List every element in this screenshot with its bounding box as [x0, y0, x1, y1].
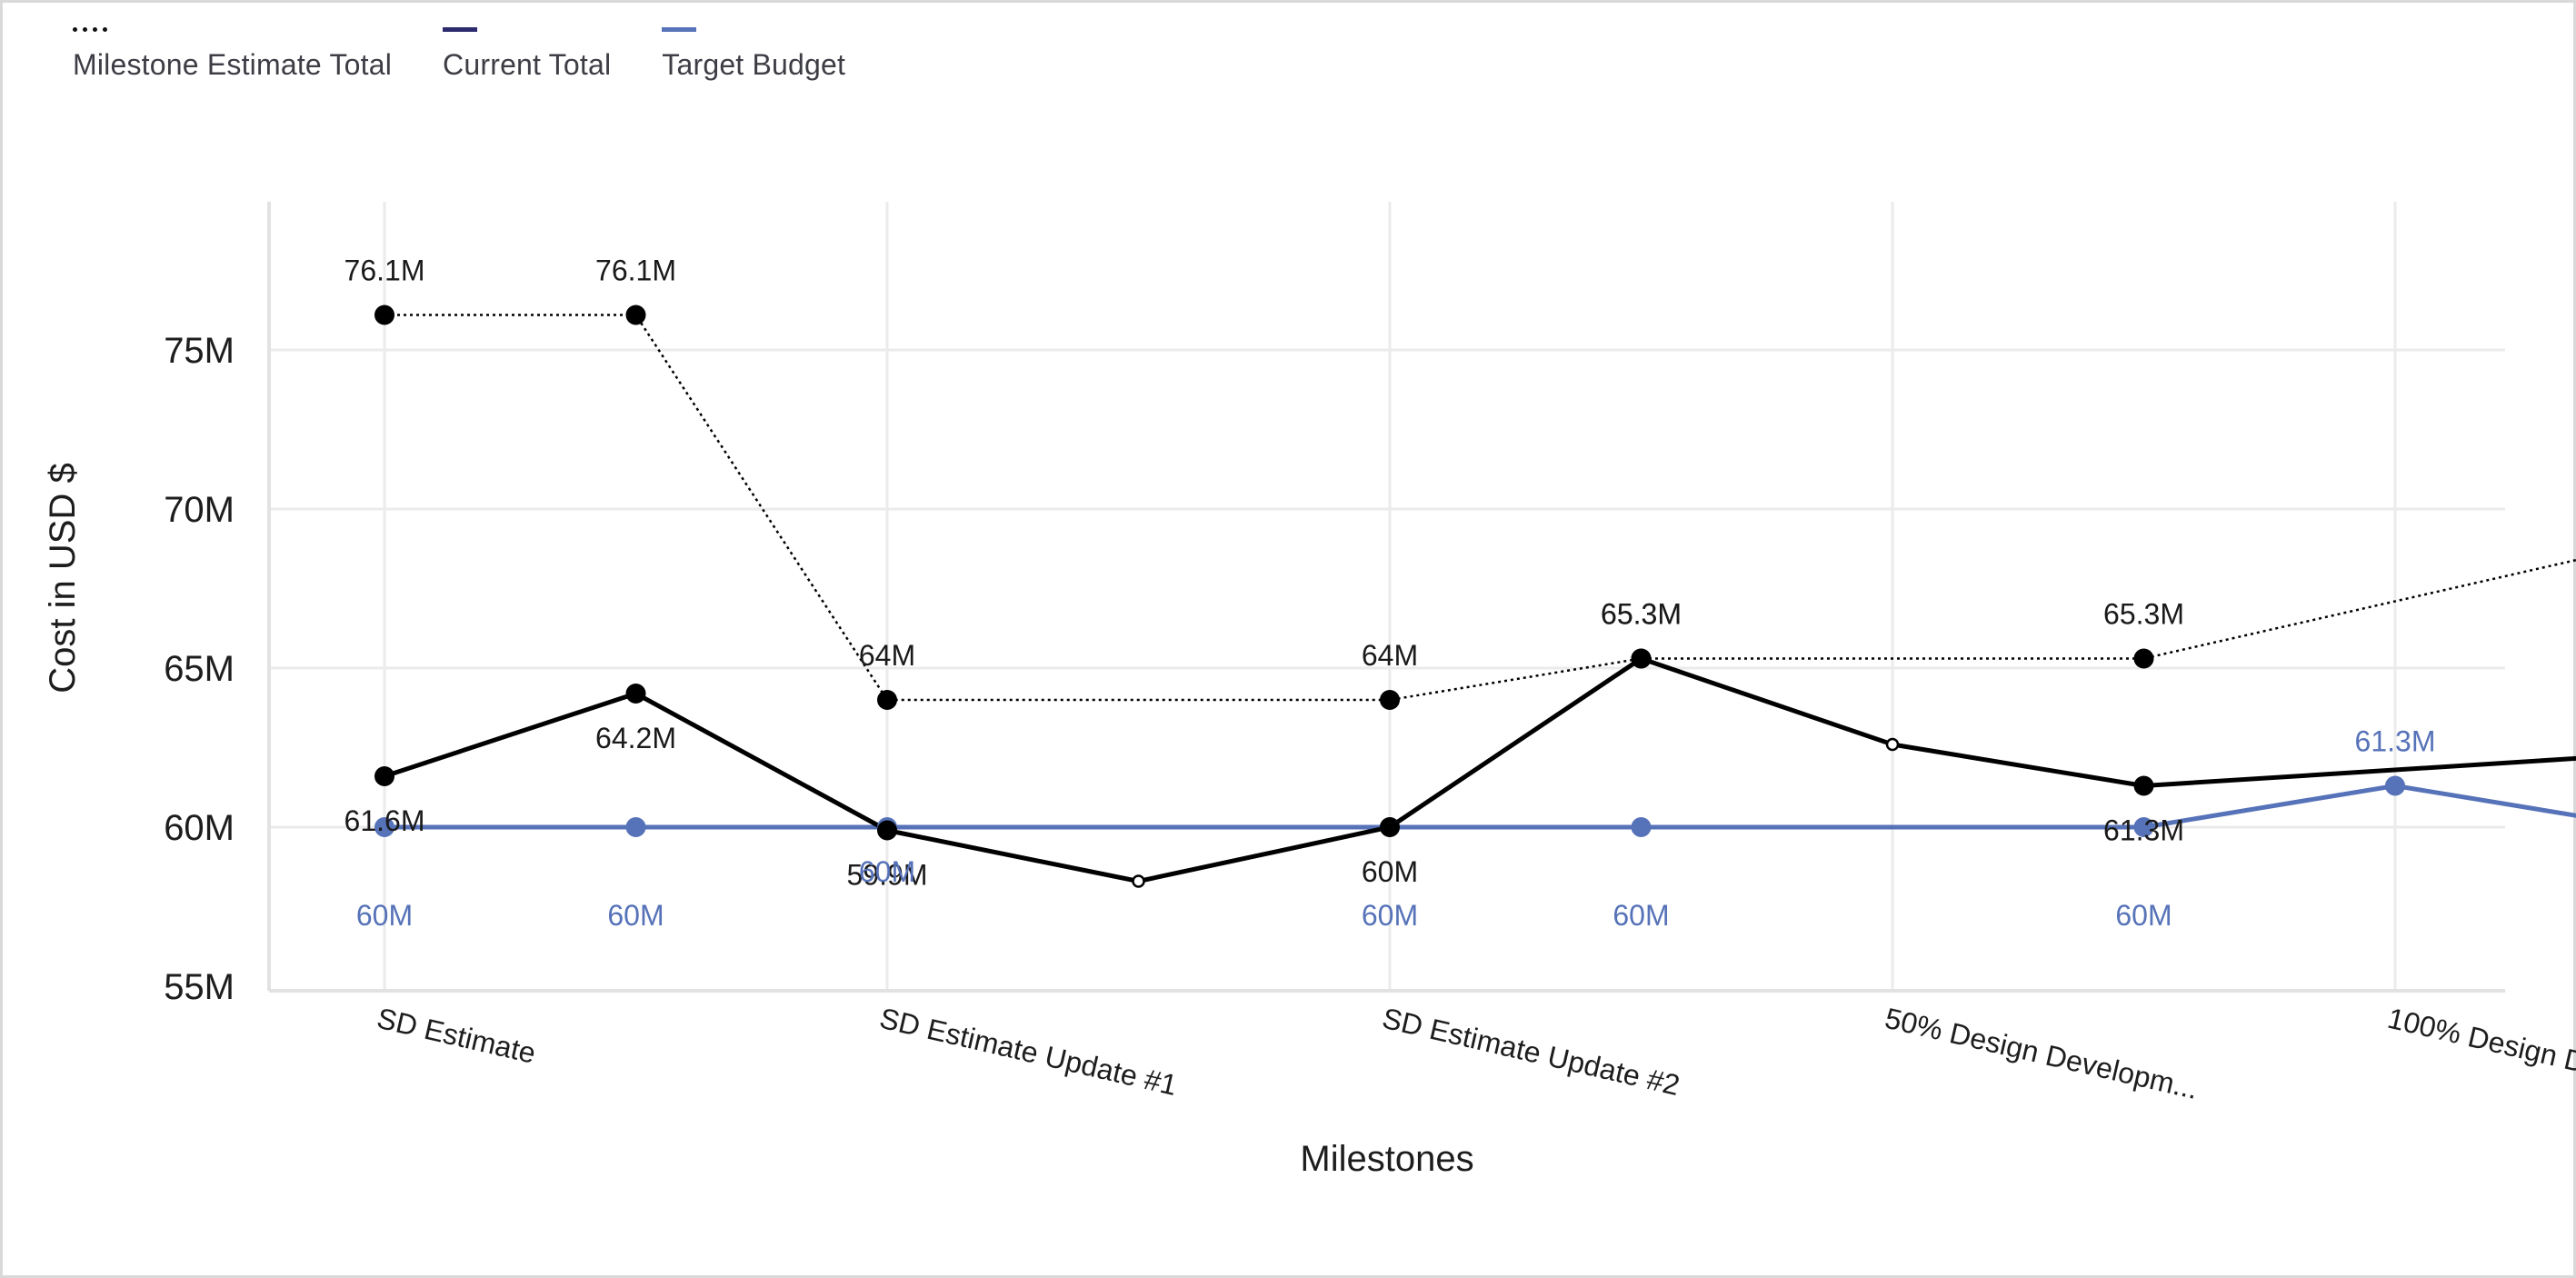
- data-label: 59.9M: [847, 859, 928, 892]
- data-label: 60M: [1612, 899, 1669, 932]
- data-point: [1132, 874, 1145, 888]
- y-tick-label: 60M: [164, 808, 235, 848]
- legend-label-current-total: Current Total: [443, 48, 612, 81]
- y-tick-label: 65M: [164, 649, 235, 689]
- data-label: 60M: [2115, 899, 2172, 932]
- series-line-current-total: [384, 656, 2576, 884]
- legend-item-milestone-estimate[interactable]: Milestone Estimate Total: [73, 27, 392, 82]
- data-point: [2133, 775, 2154, 796]
- data-labels: 76.1M76.1M64M64M65.3M65.3M68.9M62M62M61.…: [344, 255, 2436, 933]
- data-point: [374, 766, 394, 786]
- data-label: 64M: [859, 639, 915, 672]
- series-line-milestone-estimate-total: [384, 314, 2576, 702]
- data-point: [1885, 737, 1900, 752]
- data-label: 60M: [859, 855, 915, 888]
- data-label: 61.6M: [344, 804, 425, 837]
- data-point: [877, 820, 897, 841]
- legend-swatch-current-total: [443, 27, 478, 32]
- data-points: [374, 305, 2405, 888]
- data-point: [1631, 648, 1652, 669]
- x-tick-label: 50% Design Developm...: [1882, 1002, 2201, 1105]
- data-point: [625, 684, 646, 704]
- legend-item-current-total[interactable]: Current Total: [443, 27, 611, 82]
- legend-label-milestone-estimate: Milestone Estimate Total: [73, 48, 393, 81]
- data-label: 60M: [1362, 855, 1418, 888]
- data-label: 64.2M: [595, 722, 676, 754]
- legend-swatch-target-budget: [662, 27, 697, 32]
- data-point: [877, 690, 897, 710]
- data-label: 65.3M: [1601, 598, 1682, 631]
- x-tick-label: SD Estimate Update #1: [876, 1002, 1180, 1102]
- data-label: 61.3M: [2103, 814, 2184, 847]
- x-tick-label: 100% Design Develop...: [2384, 1002, 2576, 1103]
- data-point: [374, 305, 394, 325]
- data-label: 64M: [1362, 639, 1418, 672]
- legend-item-target-budget[interactable]: Target Budget: [662, 27, 845, 82]
- x-tick-label: SD Estimate: [374, 1002, 538, 1070]
- data-point: [2133, 648, 2154, 669]
- data-point: [625, 305, 646, 325]
- x-axis-title: Milestones: [1300, 1139, 1473, 1179]
- data-label: 65.3M: [2103, 598, 2184, 631]
- legend: Milestone Estimate Total Current Total T…: [73, 27, 845, 82]
- data-point: [1631, 817, 1652, 837]
- series-lines: [384, 314, 2576, 884]
- data-point: [625, 817, 646, 837]
- legend-swatch-milestone-estimate: [73, 27, 107, 32]
- y-tick-label: 55M: [164, 967, 235, 1007]
- data-label: 60M: [1362, 899, 1418, 932]
- data-label: 76.1M: [344, 255, 425, 287]
- y-tick-label: 70M: [164, 490, 235, 530]
- legend-label-target-budget: Target Budget: [662, 48, 846, 81]
- y-tick-label: 75M: [164, 331, 235, 371]
- data-label: 61.3M: [2355, 725, 2436, 758]
- data-point: [2133, 817, 2154, 837]
- data-label: 65.3M: [1601, 598, 1682, 631]
- data-point: [1380, 690, 1400, 710]
- data-label: 60M: [356, 899, 413, 932]
- x-tick-label: SD Estimate Update #2: [1379, 1002, 1682, 1102]
- data-label: 60M: [607, 899, 664, 932]
- y-axis-title: Cost in USD $: [43, 463, 83, 693]
- data-label: 76.1M: [595, 255, 676, 287]
- data-point: [374, 817, 394, 837]
- data-point: [2385, 775, 2405, 796]
- data-point: [1380, 817, 1400, 837]
